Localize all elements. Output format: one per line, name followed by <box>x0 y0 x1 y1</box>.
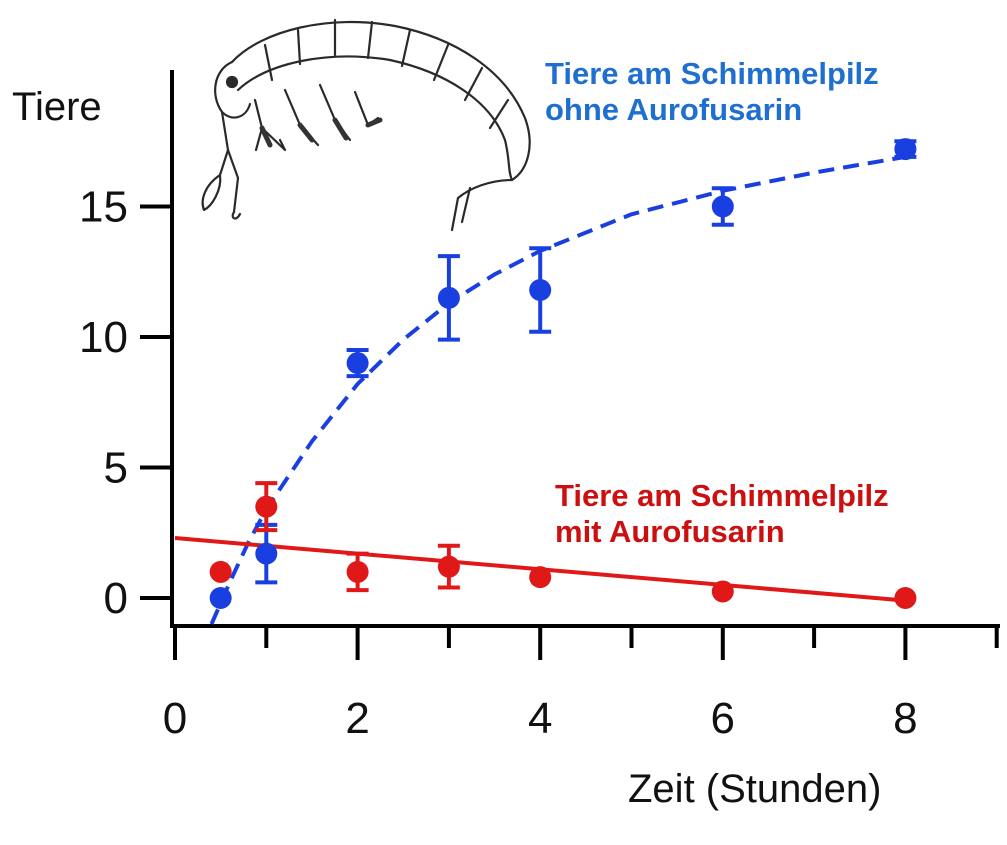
springtail-illustration <box>201 18 531 232</box>
tick-labels: 0 5 10 15 0 2 4 6 8 <box>79 183 918 744</box>
point-mit-4 <box>529 566 552 589</box>
y-tick-label-3: 15 <box>79 183 128 232</box>
fit-line-ohne <box>209 154 906 625</box>
axes <box>170 70 1000 628</box>
point-ohne-1 <box>255 542 278 565</box>
point-ohne-3 <box>437 286 460 309</box>
y-axis-label: Tiere <box>12 85 102 129</box>
y-tick-label-0: 0 <box>104 574 128 623</box>
point-ohne-5 <box>711 195 734 218</box>
point-mit-2 <box>346 560 369 583</box>
point-ohne-0 <box>209 587 232 609</box>
point-mit-1 <box>255 495 278 518</box>
point-mit-6 <box>894 587 917 609</box>
fit-lines <box>174 154 906 625</box>
ticks <box>140 204 999 660</box>
point-ohne-4 <box>529 279 552 302</box>
series-label-ohne-line-0: Tiere am Schimmelpilz <box>545 56 879 91</box>
x-tick-label-4: 8 <box>893 694 917 743</box>
y-tick-label-2: 10 <box>79 313 128 362</box>
point-ohne-6 <box>894 138 917 161</box>
x-tick-label-1: 2 <box>345 694 369 743</box>
x-tick-label-3: 6 <box>711 694 735 743</box>
series-label-mit-line-0: Tiere am Schimmelpilz <box>555 478 889 513</box>
point-mit-0 <box>209 560 232 583</box>
y-tick-label-1: 5 <box>104 444 128 493</box>
point-mit-3 <box>437 555 460 578</box>
x-tick-label-0: 0 <box>163 694 187 743</box>
series-label-ohne-line-1: ohne Aurofusarin <box>545 92 802 127</box>
point-mit-5 <box>711 580 734 603</box>
markers <box>209 138 917 609</box>
x-axis-label: Zeit (Stunden) <box>628 767 881 811</box>
x-tick-label-2: 4 <box>528 694 552 743</box>
point-ohne-2 <box>346 352 369 375</box>
series-label-mit-line-1: mit Aurofusarin <box>555 514 785 549</box>
